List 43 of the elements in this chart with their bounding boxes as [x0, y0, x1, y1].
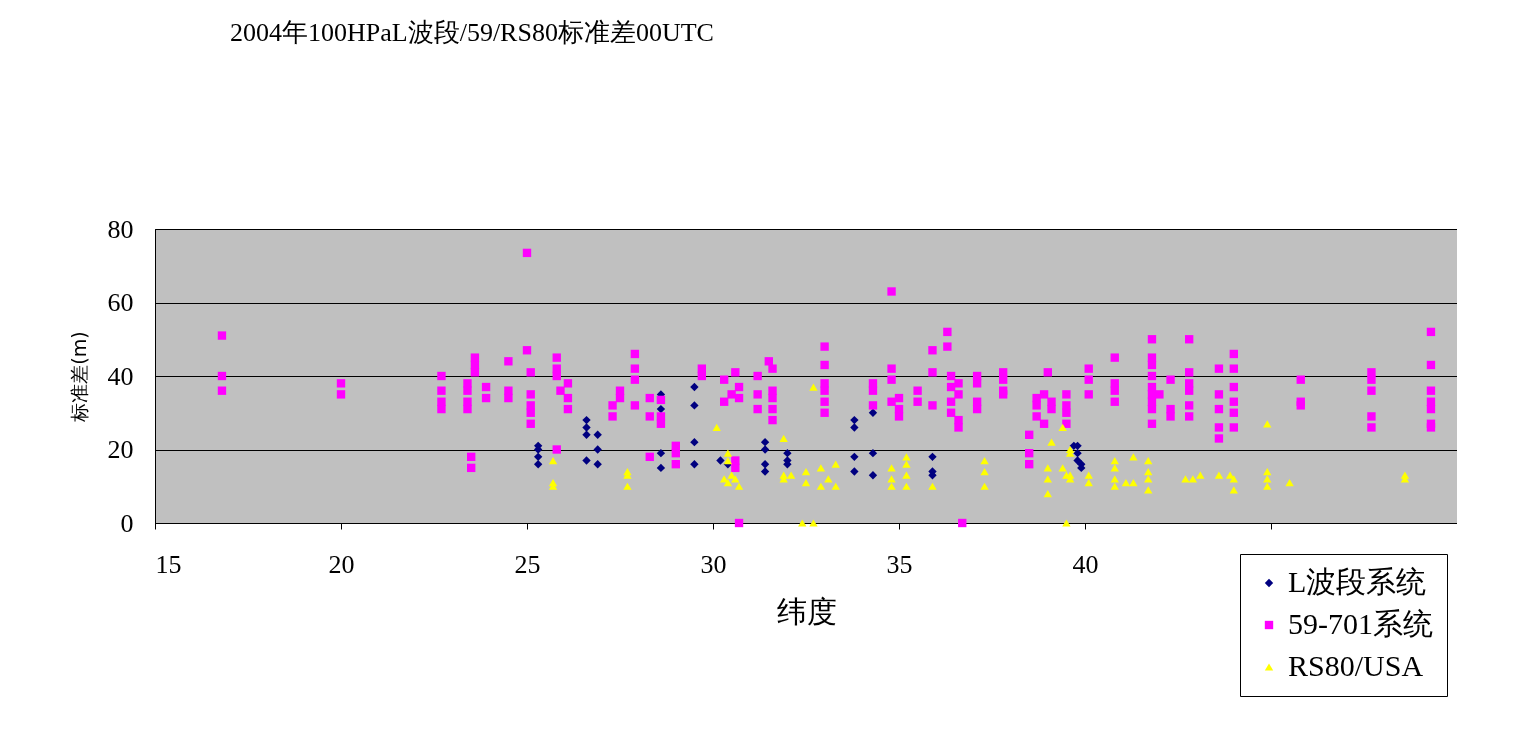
point	[868, 448, 878, 458]
point	[656, 448, 666, 458]
point	[582, 456, 591, 465]
point	[760, 437, 770, 447]
point	[582, 430, 591, 439]
x-tick-label: 35	[886, 549, 913, 579]
x-axis-title: 纬度	[776, 594, 837, 628]
point	[716, 456, 725, 465]
y-tick-label: 60	[107, 288, 134, 317]
x-tick-label: 30	[700, 549, 727, 579]
point	[760, 460, 770, 469]
point	[690, 401, 699, 410]
point	[760, 467, 770, 476]
legend-label: L波段系统	[1288, 565, 1427, 598]
point	[690, 437, 699, 447]
y-tick-label: 80	[107, 214, 134, 244]
x-tick-label: 25	[514, 549, 541, 579]
y-tick-label: 20	[107, 435, 134, 464]
point	[593, 460, 602, 469]
point	[656, 404, 666, 414]
legend-label: 59-701系统	[1288, 607, 1433, 640]
point	[760, 445, 770, 454]
y-tick-label: 40	[107, 361, 134, 391]
point	[582, 423, 591, 432]
chart-title: 2004年100HPaL波段/59/RS80标准差00UTC	[230, 18, 714, 47]
point	[690, 382, 699, 392]
point	[533, 452, 543, 462]
point	[593, 430, 602, 439]
point	[928, 452, 937, 462]
x-tick-label: 15	[155, 549, 182, 579]
point	[533, 460, 543, 469]
point	[868, 471, 878, 480]
point	[850, 423, 859, 432]
y-tick-label: 0	[120, 508, 134, 538]
point	[850, 467, 859, 476]
point	[850, 452, 859, 462]
x-tick-label: 20	[328, 549, 355, 579]
x-tick-label: 40	[1072, 549, 1099, 579]
point	[593, 445, 602, 454]
point	[690, 460, 699, 469]
y-axis-title: 标准差(m)	[67, 331, 90, 423]
legend-label: RS80/USA	[1288, 649, 1424, 682]
point	[656, 463, 666, 473]
